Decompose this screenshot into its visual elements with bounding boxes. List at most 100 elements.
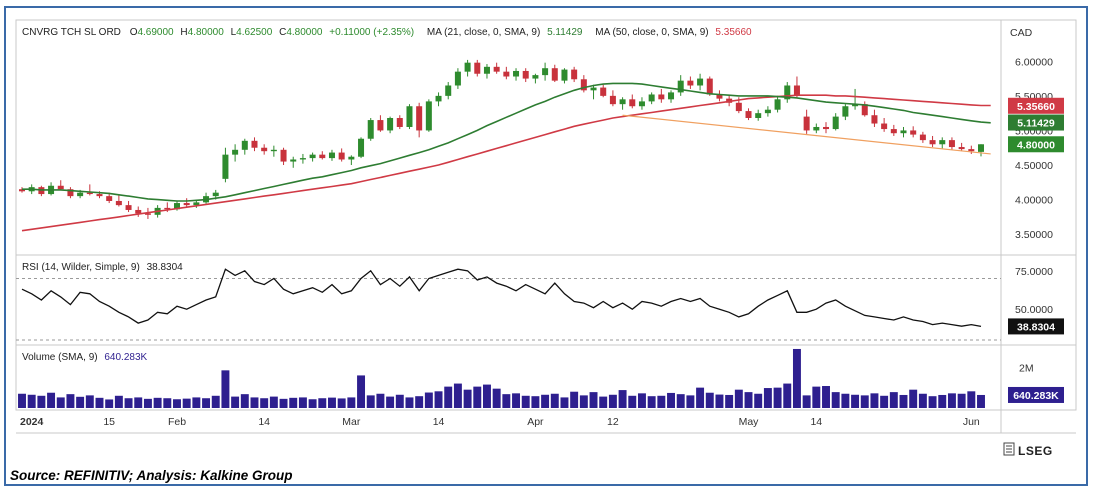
volume-bar [56, 397, 65, 408]
volume-bar [851, 394, 860, 408]
volume-bar [802, 395, 811, 408]
volume-bar [424, 392, 433, 408]
rsi-badge-bg [1008, 318, 1064, 335]
candle-body [638, 101, 645, 107]
volume-bar [531, 396, 540, 408]
candle-body [212, 192, 219, 197]
candle-body [580, 79, 587, 91]
volume-bar [880, 395, 889, 408]
volume-bars [18, 348, 985, 408]
candle-body [425, 101, 432, 131]
candle-body [561, 69, 568, 81]
candle-body [522, 70, 529, 79]
trend-line [622, 114, 991, 155]
volume-bar [589, 392, 598, 408]
rsi-tick-label: 75.0000 [1015, 266, 1053, 278]
source-note: Source: REFINITIV; Analysis: Kalkine Gro… [10, 468, 293, 483]
volume-bar [347, 397, 356, 408]
candle-body [600, 87, 607, 96]
volume-bar [453, 383, 462, 408]
time-axis: 2024 15 Feb 14 Mar 14 Apr 12 May 14 Jun [20, 416, 980, 428]
volume-bar [37, 395, 46, 408]
currency-label: CAD [1010, 27, 1033, 39]
low-value: 4.62500 [236, 27, 273, 38]
volume-bar [967, 391, 976, 408]
volume-bar [95, 397, 104, 408]
volume-bar [153, 397, 162, 408]
candle-body [668, 92, 675, 100]
volume-bar [114, 395, 123, 408]
volume-bar [85, 395, 94, 408]
ma21-legend-label: MA (21, close, 0, SMA, 9) [427, 27, 540, 38]
candle-body [590, 87, 597, 91]
candle-body [968, 149, 975, 152]
volume-bar [105, 399, 114, 408]
volume-bar [637, 393, 646, 408]
candle-body [464, 62, 471, 72]
price-tick-label: 4.50000 [1015, 160, 1053, 172]
candle-body [716, 94, 723, 99]
volume-bar [560, 397, 569, 408]
price-tick-label: 4.00000 [1015, 195, 1053, 207]
volume-bar [492, 388, 501, 408]
volume-bar [773, 387, 782, 408]
volume-bar [744, 392, 753, 408]
close-value: 4.80000 [286, 27, 323, 38]
candle-body [193, 202, 200, 206]
candle-body [793, 85, 800, 96]
candle-body [135, 209, 142, 214]
volume-bar [502, 394, 511, 408]
candle-body [435, 95, 442, 102]
volume-bar [386, 396, 395, 408]
candle-body [338, 152, 345, 160]
volume-bar [947, 393, 956, 408]
candle-body [813, 126, 820, 131]
volume-bar [754, 393, 763, 408]
volume-bar [66, 394, 75, 408]
candle-body [290, 159, 297, 162]
volume-bar [269, 396, 278, 408]
candle-body [755, 113, 762, 118]
last-price-badge-label: 4.80000 [1017, 139, 1055, 151]
candle-body [164, 207, 171, 210]
volume-bar [676, 394, 685, 408]
volume-bar [405, 397, 414, 408]
candle-body [358, 138, 365, 157]
candle-body [86, 192, 93, 195]
candle-body [823, 126, 830, 130]
volume-axis: 2M [1019, 362, 1034, 374]
candle-body [406, 106, 413, 127]
candle-body [910, 130, 917, 135]
ma50-badge-bg [1008, 97, 1064, 114]
volume-legend: Volume (SMA, 9) 640.283K [22, 352, 148, 363]
candle-body [319, 154, 326, 159]
candle-body [551, 68, 558, 81]
volume-bar [366, 395, 375, 408]
candle-body [513, 70, 520, 77]
volume-bar [541, 394, 550, 408]
candle-body [280, 149, 287, 162]
volume-bar [231, 396, 240, 408]
low-label: L [231, 27, 237, 38]
ma50-legend-value: 5.35660 [715, 27, 752, 38]
volume-bar [328, 397, 336, 408]
volume-bar [211, 395, 220, 408]
volume-bar [783, 383, 792, 408]
volume-badge-label: 640.283K [1013, 390, 1059, 402]
candle-body [144, 213, 151, 215]
volume-bar [434, 391, 443, 408]
price-tick-label: 5.00000 [1015, 125, 1053, 137]
volume-legend-value: 640.283K [104, 352, 147, 363]
candle-body [387, 117, 394, 131]
candle-body [629, 99, 636, 107]
candle-body [881, 123, 888, 130]
volume-bar [463, 389, 472, 408]
candle-body [784, 85, 791, 100]
rsi-legend-value: 38.8304 [147, 262, 184, 273]
volume-bar [289, 397, 298, 408]
volume-bar [812, 386, 821, 408]
volume-bar [628, 395, 637, 408]
time-tick-label: May [739, 416, 760, 428]
candle-body [774, 99, 781, 110]
volume-bar [957, 393, 966, 408]
